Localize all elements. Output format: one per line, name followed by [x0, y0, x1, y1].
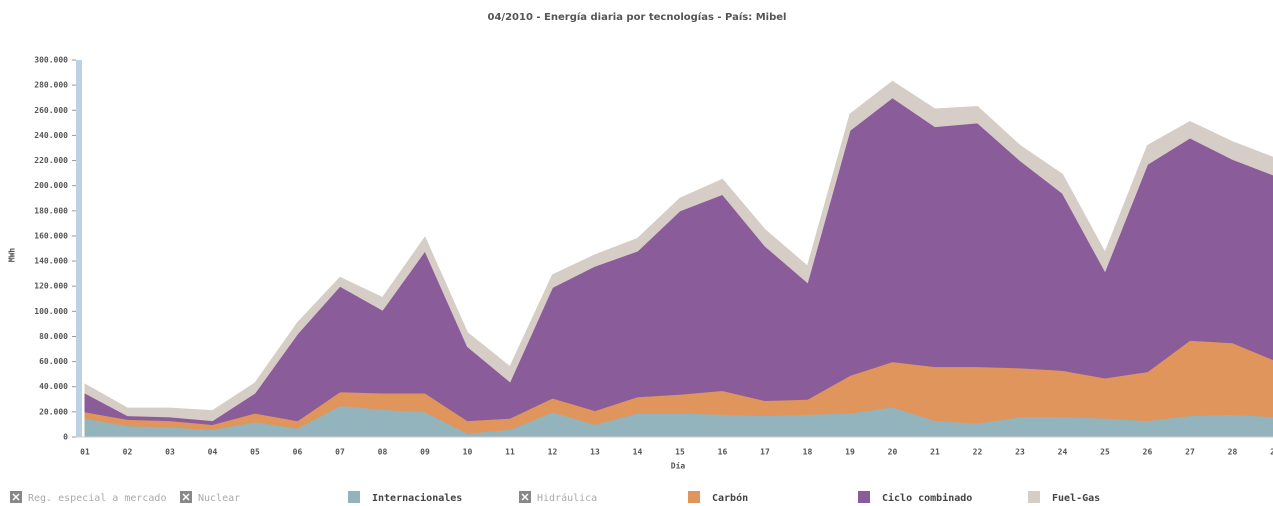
x-tick-label: 29: [1270, 448, 1273, 457]
y-tick-label: 60.000: [39, 357, 68, 366]
y-tick-label: 120.000: [34, 282, 68, 291]
y-axis-title: MWh: [8, 248, 17, 263]
legend-swatch[interactable]: [688, 491, 700, 503]
y-tick-label: 80.000: [39, 332, 68, 341]
legend-cross: [182, 493, 190, 501]
legend-swatch[interactable]: [348, 491, 360, 503]
legend-label[interactable]: Carbón: [712, 492, 748, 504]
legend-swatch[interactable]: [1028, 491, 1040, 503]
y-tick-label: 20.000: [39, 407, 68, 416]
legend-label[interactable]: Nuclear: [198, 493, 240, 504]
x-tick-label: 02: [123, 448, 133, 457]
x-tick-label: 28: [1228, 448, 1238, 457]
legend-label[interactable]: Fuel-Gas: [1052, 493, 1100, 504]
x-tick-label: 16: [718, 448, 728, 457]
x-tick-label: 24: [1058, 448, 1068, 457]
x-tick-label: 14: [633, 448, 643, 457]
y-tick-label: 40.000: [39, 382, 68, 391]
y-axis-bar: [76, 60, 82, 437]
y-tick-label: 260.000: [34, 106, 68, 115]
x-tick-label: 15: [675, 448, 685, 457]
x-tick-label: 05: [250, 448, 260, 457]
y-tick-label: 200.000: [34, 181, 68, 190]
x-tick-label: 09: [420, 448, 430, 457]
x-tick-label: 21: [930, 448, 940, 457]
x-tick-label: 22: [973, 448, 983, 457]
x-tick-label: 26: [1143, 448, 1153, 457]
legend-label[interactable]: Hidráulica: [537, 492, 597, 504]
x-tick-label: 12: [548, 448, 558, 457]
x-tick-label: 08: [378, 448, 388, 457]
legend-label[interactable]: Ciclo combinado: [882, 492, 972, 504]
y-tick-label: 220.000: [34, 156, 68, 165]
legend-swatch[interactable]: [858, 491, 870, 503]
x-tick-label: 06: [293, 448, 303, 457]
x-axis-title: Día: [671, 462, 686, 471]
x-tick-label: 04: [208, 448, 218, 457]
x-tick-label: 01: [80, 448, 90, 457]
x-tick-label: 17: [760, 448, 770, 457]
legend-label[interactable]: Reg. especial a mercado: [28, 493, 166, 504]
x-tick-label: 10: [463, 448, 473, 457]
legend-cross: [521, 493, 529, 501]
y-tick-label: 100.000: [34, 307, 68, 316]
area: [84, 80, 1273, 422]
x-tick-label: 18: [803, 448, 813, 457]
y-tick-label: 300.000: [34, 56, 68, 65]
y-tick-label: 240.000: [34, 131, 68, 140]
chart-title: 04/2010 - Energía diaria por tecnologías…: [488, 11, 787, 23]
x-tick-label: 23: [1015, 448, 1025, 457]
legend-label[interactable]: Internacionales: [372, 492, 462, 504]
x-tick-label: 19: [845, 448, 855, 457]
x-tick-label: 27: [1185, 448, 1195, 457]
x-tick-label: 25: [1100, 448, 1110, 457]
legend-cross: [12, 493, 20, 501]
y-tick-label: 160.000: [34, 231, 68, 240]
y-tick-label: 0: [63, 433, 68, 442]
x-tick-label: 13: [590, 448, 600, 457]
y-tick-label: 280.000: [34, 81, 68, 90]
x-tick-label: 11: [505, 448, 515, 457]
y-tick-label: 180.000: [34, 206, 68, 215]
x-tick-label: 20: [888, 448, 898, 457]
x-tick-label: 07: [335, 448, 345, 457]
x-tick-label: 03: [165, 448, 175, 457]
y-tick-label: 140.000: [34, 257, 68, 266]
